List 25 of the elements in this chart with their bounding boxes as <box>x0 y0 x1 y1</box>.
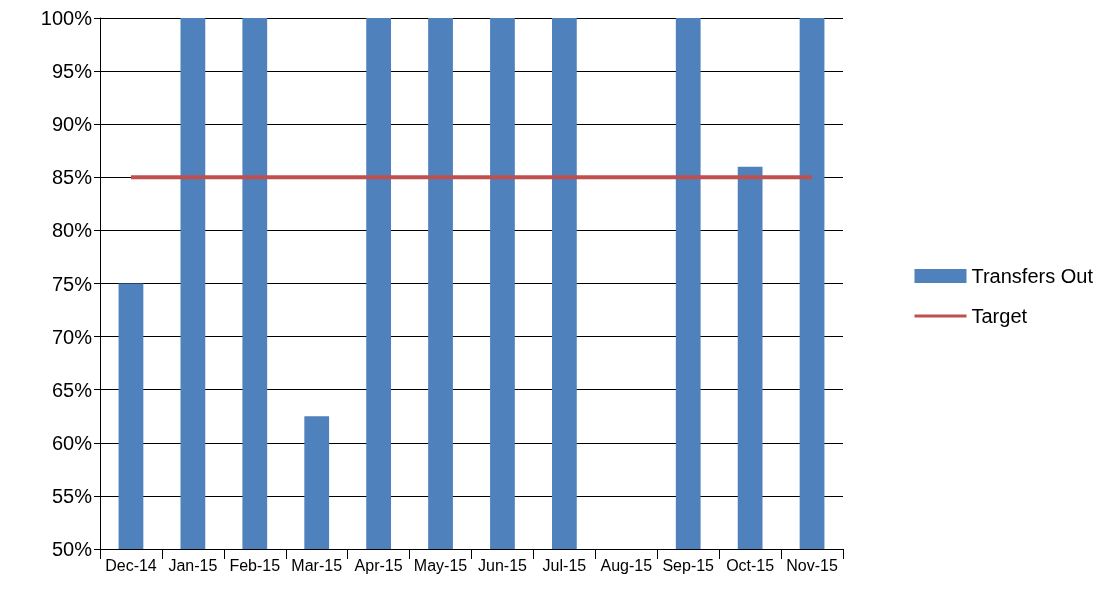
x-tick-label: Oct-15 <box>726 556 775 574</box>
y-tick-label: 95% <box>51 60 93 83</box>
y-tick-label: 85% <box>51 166 93 189</box>
x-tick-label: Feb-15 <box>229 556 281 574</box>
x-tick-label: Jul-15 <box>542 556 587 574</box>
legend-label: Transfers Out <box>971 265 1094 287</box>
y-tick-label: 60% <box>51 431 93 454</box>
x-tick-label: Jan-15 <box>168 556 218 574</box>
x-tick-label: May-15 <box>413 556 468 574</box>
x-tick-label: Sep-15 <box>662 556 715 574</box>
x-tick-label: Dec-14 <box>105 556 157 574</box>
y-tick-label: 90% <box>51 113 93 136</box>
y-tick-label: 80% <box>51 219 93 242</box>
legend-label: Target <box>971 305 1028 327</box>
y-tick-label: 65% <box>51 378 93 401</box>
y-tick-label: 50% <box>51 538 93 560</box>
y-tick-label: 55% <box>51 484 93 507</box>
x-tick-label: Nov-15 <box>786 556 838 574</box>
x-tick-label: Aug-15 <box>600 556 653 574</box>
x-tick-label: Jun-15 <box>478 556 528 574</box>
y-tick-label: 100% <box>40 7 93 29</box>
y-tick-label: 75% <box>51 272 93 295</box>
x-tick-label: Apr-15 <box>354 556 403 574</box>
y-tick-label: 70% <box>51 325 93 348</box>
x-tick-label: Mar-15 <box>291 556 343 574</box>
